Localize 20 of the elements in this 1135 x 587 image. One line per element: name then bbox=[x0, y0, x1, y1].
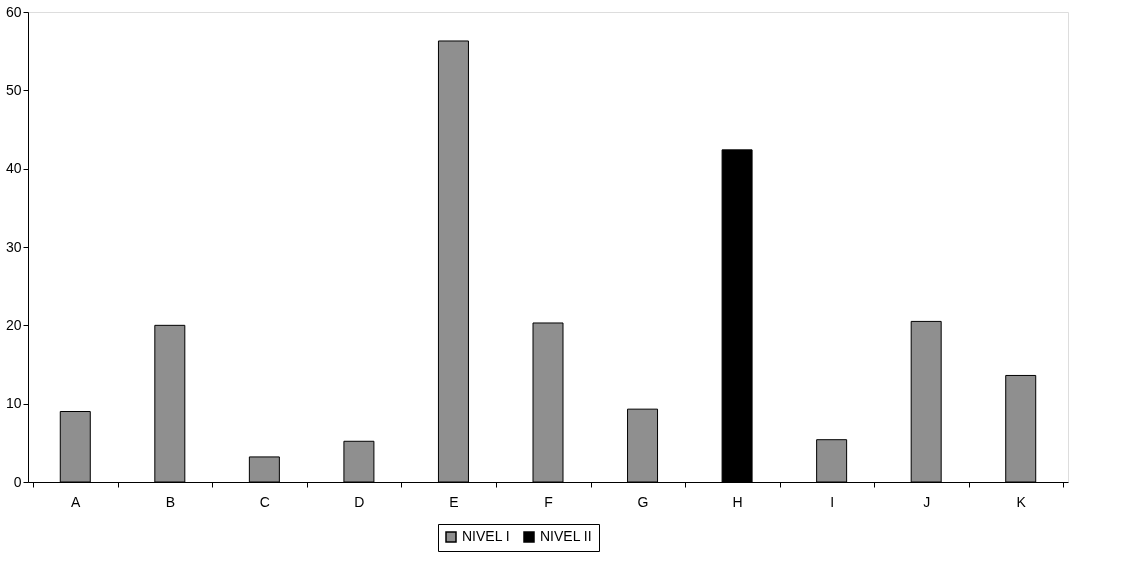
x-tick-label: H bbox=[732, 493, 743, 510]
y-tick-label: 20 bbox=[5, 316, 22, 333]
x-tick-label: A bbox=[71, 493, 82, 510]
x-tick-label: D bbox=[354, 493, 365, 510]
x-tick-label: E bbox=[449, 493, 459, 510]
y-tick-label: 40 bbox=[5, 160, 22, 177]
x-tick-label: C bbox=[259, 493, 270, 510]
x-tick-label: G bbox=[637, 493, 649, 510]
x-tick-label: I bbox=[830, 493, 835, 510]
x-tick-label: B bbox=[165, 493, 175, 510]
y-tick-label: 0 bbox=[13, 473, 22, 490]
x-tick-label: K bbox=[1016, 493, 1027, 510]
x-tick-label: J bbox=[923, 493, 931, 510]
legend-label: NIVEL II bbox=[540, 528, 592, 544]
y-tick-label: 50 bbox=[5, 81, 22, 98]
y-tick-label: 10 bbox=[5, 395, 22, 412]
y-tick-label: 60 bbox=[5, 3, 22, 20]
legend-label: NIVEL I bbox=[462, 528, 510, 544]
y-tick-label: 30 bbox=[5, 238, 22, 255]
x-tick-label: F bbox=[544, 493, 553, 510]
